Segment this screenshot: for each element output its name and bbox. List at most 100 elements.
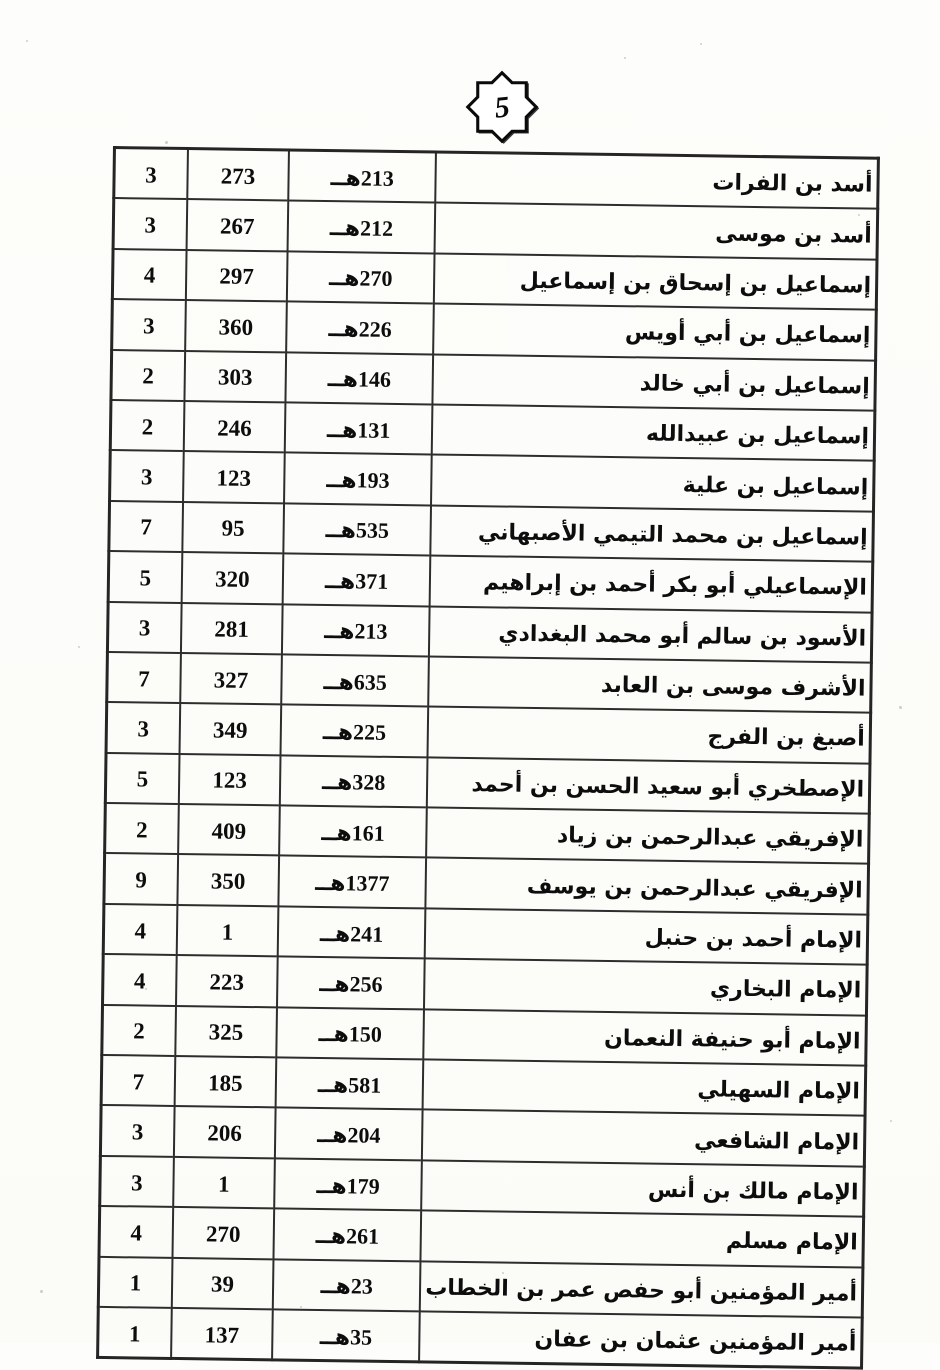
cell-number: 123 xyxy=(182,451,285,504)
page-number-ornament: 5 xyxy=(461,70,543,144)
scan-noise-dot xyxy=(165,141,168,144)
cell-name: إسماعيل بن عبيدالله xyxy=(431,404,875,462)
scan-noise-dot xyxy=(502,1272,504,1274)
cell-year: 161هــ xyxy=(279,805,427,858)
cell-number: 1 xyxy=(172,1156,275,1209)
scan-noise-dot xyxy=(78,646,80,648)
cell-year: 256هــ xyxy=(277,956,425,1010)
page-number: 5 xyxy=(492,90,512,125)
cell-count: 3 xyxy=(99,1155,174,1208)
cell-count: 3 xyxy=(106,702,180,754)
cell-count: 7 xyxy=(108,500,183,553)
cell-count: 3 xyxy=(100,1105,175,1157)
cell-name: الإمام أبو حنيفة النعمان xyxy=(423,1009,867,1066)
cell-number: 185 xyxy=(174,1055,277,1108)
cell-year: 23هــ xyxy=(272,1258,421,1312)
cell-year: 212هــ xyxy=(287,200,436,254)
cell-name: أصبغ بن الفرج xyxy=(427,706,871,764)
cell-year: 35هــ xyxy=(272,1309,420,1363)
cell-name: الأسود بن سالم أبو محمد البغدادي xyxy=(429,605,873,663)
cell-name: الإفريقي عبدالرحمن بن يوسف xyxy=(425,857,869,915)
cell-name: إسماعيل بن أبي أويس xyxy=(433,303,877,361)
cell-year: 261هــ xyxy=(273,1208,422,1261)
cell-number: 39 xyxy=(171,1257,274,1310)
names-index-table: أسد بن الفرات 213هــ 273 3 أسد بن موسى 212هــ… xyxy=(96,146,880,1370)
cell-count: 5 xyxy=(108,551,183,603)
cell-year: 213هــ xyxy=(288,149,437,203)
cell-number: 325 xyxy=(175,1005,278,1058)
cell-number: 1 xyxy=(176,904,279,957)
cell-count: 2 xyxy=(104,803,179,855)
cell-year: 581هــ xyxy=(275,1057,424,1110)
scan-noise-dot xyxy=(26,40,28,42)
cell-year: 226هــ xyxy=(286,301,435,355)
cell-number: 270 xyxy=(172,1207,275,1259)
cell-count: 2 xyxy=(101,1004,176,1056)
cell-name: الإصطخري أبو سعيد الحسن بن أحمد xyxy=(426,757,870,814)
cell-number: 327 xyxy=(179,652,282,705)
cell-number: 409 xyxy=(177,804,280,856)
cell-number: 206 xyxy=(173,1106,276,1159)
cell-name: الإمام مسلم xyxy=(420,1210,864,1268)
cell-count: 7 xyxy=(101,1054,176,1107)
cell-number: 223 xyxy=(175,955,278,1008)
cell-name: أمير المؤمنين أبو حفص عمر بن الخطاب xyxy=(419,1260,863,1318)
eight-pointed-star-icon xyxy=(465,70,540,144)
cell-count: 4 xyxy=(112,248,187,301)
cell-count: 9 xyxy=(103,853,178,905)
cell-name: الإمام الشافعي xyxy=(422,1109,866,1167)
cell-year: 1377هــ xyxy=(278,855,427,909)
cell-count: 1 xyxy=(97,1306,172,1359)
cell-year: 213هــ xyxy=(281,603,430,657)
cell-name: الإمام أحمد بن حنبل xyxy=(424,908,868,965)
scan-noise-dot xyxy=(700,43,702,45)
cell-count: 3 xyxy=(109,450,184,502)
cell-count: 4 xyxy=(98,1206,173,1258)
cell-name: الإمام مالك بن أنس xyxy=(421,1160,865,1217)
cell-number: 281 xyxy=(180,602,283,655)
cell-name: إسماعيل بن أبي خالد xyxy=(432,354,876,411)
cell-number: 360 xyxy=(184,300,287,353)
cell-count: 3 xyxy=(111,299,186,351)
cell-year: 241هــ xyxy=(277,906,426,959)
cell-count: 1 xyxy=(98,1256,173,1308)
scan-noise-dot xyxy=(300,1306,302,1308)
cell-number: 273 xyxy=(186,148,290,201)
cell-year: 179هــ xyxy=(274,1158,423,1211)
cell-year: 635هــ xyxy=(281,654,430,707)
cell-number: 123 xyxy=(178,753,281,806)
cell-number: 350 xyxy=(177,854,280,907)
cell-name: أسد بن موسى xyxy=(434,202,878,260)
cell-name: أمير المؤمنين عثمان بن عفان xyxy=(419,1311,863,1369)
cell-name: أسد بن الفرات xyxy=(435,152,879,210)
cell-name: الأشرف موسى بن العابد xyxy=(428,656,872,713)
cell-name: إسماعيل بن محمد التيمي الأصبهاني xyxy=(430,505,874,562)
cell-name: الإمام السهيلي xyxy=(422,1059,866,1117)
scan-noise-dot xyxy=(145,988,147,990)
cell-count: 4 xyxy=(102,954,177,1006)
scan-noise-dot xyxy=(40,1290,43,1293)
cell-count: 2 xyxy=(110,399,185,452)
scan-noise-dot xyxy=(899,706,902,709)
scan-noise-dot xyxy=(858,214,860,216)
cell-year: 146هــ xyxy=(285,352,434,405)
cell-count: 3 xyxy=(113,147,188,200)
cell-number: 303 xyxy=(184,350,287,403)
cell-count: 3 xyxy=(107,601,182,653)
cell-count: 3 xyxy=(113,198,187,250)
cell-number: 349 xyxy=(179,703,282,756)
cell-year: 193هــ xyxy=(284,452,432,506)
cell-year: 204هــ xyxy=(274,1107,423,1161)
cell-number: 267 xyxy=(186,199,289,252)
cell-number: 246 xyxy=(183,400,286,453)
cell-number: 95 xyxy=(182,501,285,554)
scan-noise-dot xyxy=(624,57,626,59)
cell-name: إسماعيل بن علية xyxy=(431,454,875,512)
cell-count: 4 xyxy=(103,903,178,956)
cell-name: الإفريقي عبدالرحمن بن زياد xyxy=(426,807,870,865)
cell-year: 270هــ xyxy=(286,251,435,304)
cell-year: 225هــ xyxy=(280,704,429,758)
cell-count: 2 xyxy=(110,349,185,401)
cell-count: 5 xyxy=(105,752,180,805)
